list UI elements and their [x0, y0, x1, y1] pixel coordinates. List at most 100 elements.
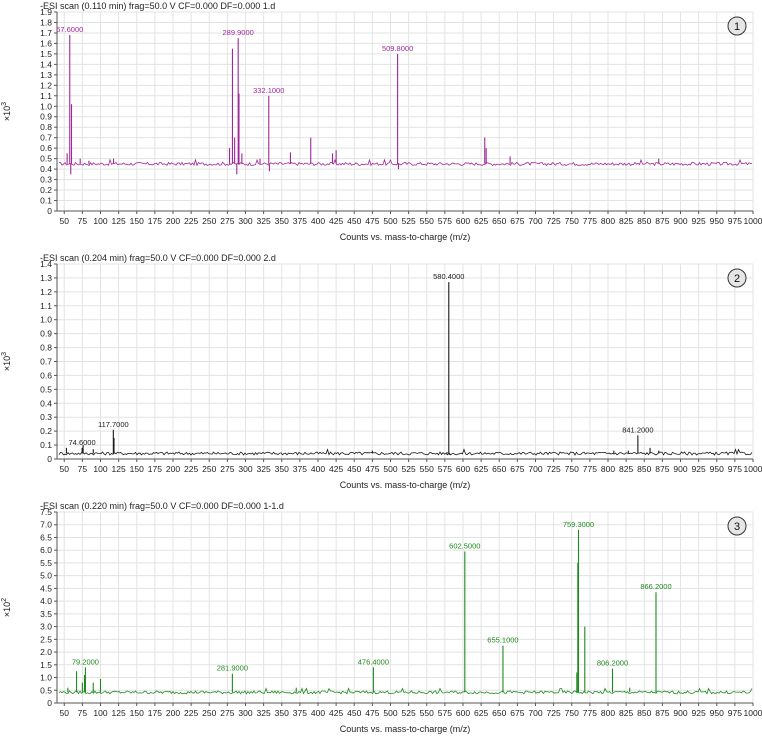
x-tick-label: 550	[420, 464, 434, 474]
y-tick-label: 0	[47, 206, 52, 216]
y-axis-exponent: 3	[1, 102, 8, 106]
y-axis-label: ×102	[1, 598, 12, 617]
x-tick-label: 350	[275, 216, 289, 226]
x-tick-label: 450	[347, 708, 361, 718]
x-tick-label: 600	[456, 464, 470, 474]
x-tick-label: 825	[619, 464, 633, 474]
y-tick-label: 0	[47, 698, 52, 708]
y-tick-label: 3.5	[40, 609, 52, 619]
y-tick-label: 0.1	[40, 440, 52, 450]
x-tick-label: 400	[311, 708, 325, 718]
x-axis-label: Counts vs. mass-to-charge (m/z)	[340, 232, 471, 242]
x-tick-label: 75	[78, 464, 88, 474]
x-tick-label: 700	[528, 708, 542, 718]
x-tick-label: 200	[166, 216, 180, 226]
x-tick-label: 225	[184, 464, 198, 474]
y-tick-label: 1.5	[40, 49, 52, 59]
x-tick-label: 300	[238, 464, 252, 474]
x-tick-label: 475	[365, 464, 379, 474]
x-tick-label: 50	[60, 216, 70, 226]
x-tick-label: 600	[456, 708, 470, 718]
x-tick-label: 275	[220, 464, 234, 474]
y-tick-label: 0.4	[40, 164, 52, 174]
x-tick-label: 625	[474, 708, 488, 718]
x-tick-label: 525	[402, 216, 416, 226]
x-tick-label: 100	[93, 464, 107, 474]
y-tick-label: 3.0	[40, 622, 52, 632]
panel-badge	[727, 268, 747, 288]
peak-label: 289.9000	[223, 28, 254, 37]
y-tick-label: 1.4	[40, 59, 52, 69]
x-tick-label: 75	[78, 216, 88, 226]
peak-label: 655.1000	[487, 636, 518, 645]
peak-label: 117.7000	[98, 420, 129, 429]
series-trace	[58, 687, 753, 695]
y-tick-label: 0.4	[40, 398, 52, 408]
y-tick-label: 1.0	[40, 315, 52, 325]
plot-area	[57, 512, 753, 703]
x-tick-label: 875	[655, 464, 669, 474]
x-tick-label: 400	[311, 216, 325, 226]
peak-label: 806.2000	[597, 659, 628, 668]
x-tick-label: 325	[257, 464, 271, 474]
y-tick-label: 4.0	[40, 596, 52, 606]
y-tick-label: 0.3	[40, 412, 52, 422]
y-tick-label: 1.1	[40, 301, 52, 311]
x-tick-label: 625	[474, 216, 488, 226]
peak-label: 476.4000	[358, 657, 389, 666]
y-tick-label: 1.1	[40, 91, 52, 101]
y-tick-label: 5.5	[40, 558, 52, 568]
x-tick-label: 500	[383, 464, 397, 474]
x-tick-label: 625	[474, 464, 488, 474]
x-tick-label: 100	[93, 216, 107, 226]
x-tick-label: 675	[510, 464, 524, 474]
x-tick-label: 800	[601, 708, 615, 718]
x-tick-label: 950	[710, 216, 724, 226]
y-tick-label: 4.5	[40, 583, 52, 593]
x-tick-label: 875	[655, 216, 669, 226]
x-tick-label: 150	[130, 464, 144, 474]
x-tick-label: 125	[112, 216, 126, 226]
x-tick-label: 850	[637, 216, 651, 226]
x-tick-label: 450	[347, 464, 361, 474]
x-tick-label: 250	[202, 708, 216, 718]
x-tick-label: 725	[547, 216, 561, 226]
chart-panel-2: -ESI scan (0.204 min) frag=50.0 V CF=0.0…	[1, 253, 762, 490]
peak-label: 281.9000	[217, 664, 248, 673]
x-tick-label: 150	[130, 708, 144, 718]
panel-badge-number: 1	[734, 21, 740, 33]
x-tick-label: 475	[365, 708, 379, 718]
x-tick-label: 825	[619, 216, 633, 226]
x-tick-label: 650	[492, 708, 506, 718]
x-tick-label: 300	[238, 708, 252, 718]
x-tick-label: 925	[692, 708, 706, 718]
y-tick-label: 1.6	[40, 38, 52, 48]
y-tick-label: 0.9	[40, 112, 52, 122]
y-tick-label: 1.0	[40, 673, 52, 683]
x-tick-label: 550	[420, 708, 434, 718]
x-tick-label: 650	[492, 216, 506, 226]
y-tick-label: 1.5	[40, 660, 52, 670]
panel-badge	[727, 516, 747, 536]
y-tick-label: 1.9	[40, 7, 52, 17]
series-trace	[58, 158, 753, 167]
x-tick-label: 825	[619, 708, 633, 718]
y-tick-label: 0.5	[40, 154, 52, 164]
x-tick-label: 225	[184, 708, 198, 718]
x-tick-label: 850	[637, 708, 651, 718]
x-tick-label: 500	[383, 708, 397, 718]
x-tick-label: 800	[601, 216, 615, 226]
y-tick-label: 0.2	[40, 426, 52, 436]
x-axis-label: Counts vs. mass-to-charge (m/z)	[340, 480, 471, 490]
y-axis-multiplier: ×10	[2, 356, 12, 371]
x-tick-label: 400	[311, 464, 325, 474]
x-tick-label: 350	[275, 464, 289, 474]
x-tick-label: 925	[692, 464, 706, 474]
y-tick-label: 2.0	[40, 647, 52, 657]
x-tick-label: 425	[329, 708, 343, 718]
x-tick-label: 900	[673, 216, 687, 226]
chart-title: -ESI scan (0.220 min) frag=50.0 V CF=0.0…	[40, 501, 284, 511]
peak-label: 602.5000	[449, 541, 480, 550]
peak-label: 509.8000	[382, 44, 413, 53]
